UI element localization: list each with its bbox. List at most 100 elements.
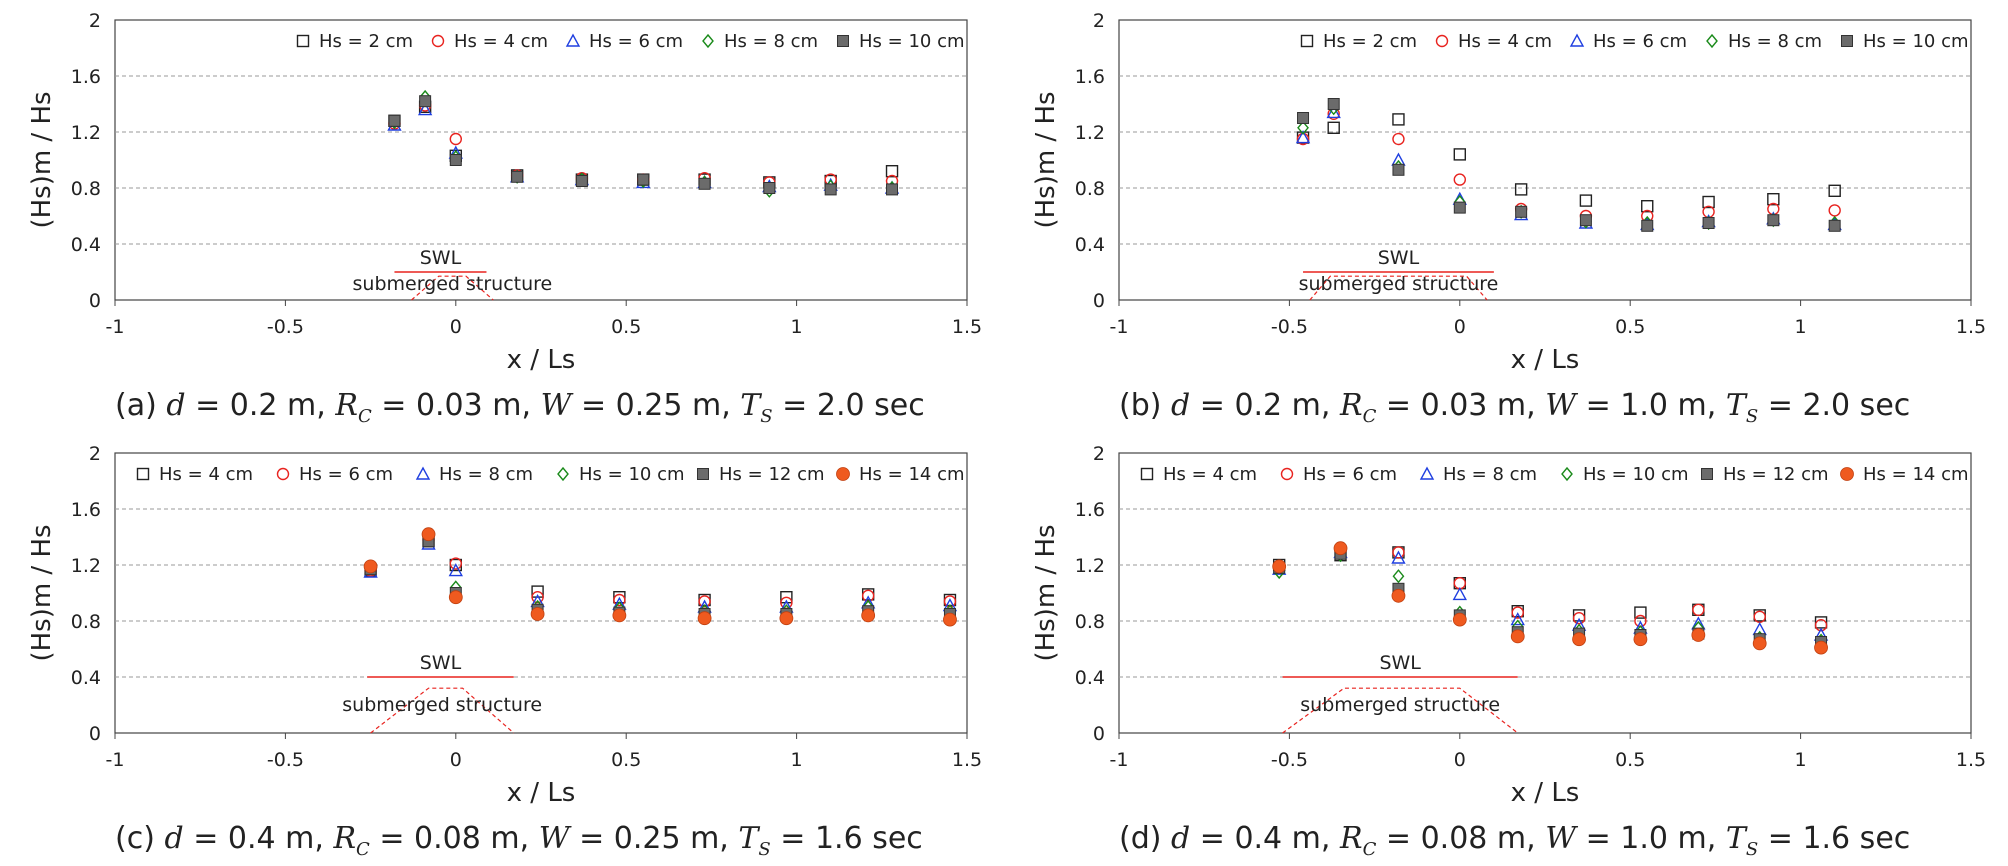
legend-item: Hs = 6 cm <box>1569 31 1687 52</box>
data-point <box>448 590 463 605</box>
chart-svg-d: 0 0.4 0.8 1.2 1.6 2 -1 -0.5 0 0.5 1 1.5 x / Ls (Hs)m … <box>1031 443 1986 808</box>
legend-marker <box>1841 35 1853 47</box>
legend-marker <box>136 467 150 481</box>
x-axis-label: x / Ls <box>1511 345 1580 375</box>
data-point <box>363 559 378 574</box>
chart-panel-d: 0 0.4 0.8 1.2 1.6 2 -1 -0.5 0 0.5 1 1.5 x / Ls (Hs)m … <box>1004 433 2008 866</box>
data-point <box>1453 173 1466 186</box>
data-point <box>1333 541 1348 556</box>
x-tick-label: 0.5 <box>611 316 641 338</box>
swl-label: SWL <box>420 652 462 674</box>
legend-label: Hs = 6 cm <box>1593 31 1687 52</box>
data-point <box>1272 559 1287 574</box>
caption-prefix: (c) <box>115 821 155 856</box>
legend-item: Hs = 8 cm <box>1706 31 1822 52</box>
caption-c: (c) d = 0.4 m, RC = 0.08 m, W = 0.25 m, … <box>115 821 923 860</box>
y-axis-label: (Hs)m / Hs <box>27 91 57 228</box>
caption-rc-value: 0.03 m, <box>415 388 532 423</box>
legend-label: Hs = 8 cm <box>1443 464 1537 485</box>
legend-item: Hs = 12 cm <box>1701 464 1829 485</box>
data-point <box>1641 219 1654 232</box>
legend-marker <box>1840 467 1854 481</box>
legend-label: Hs = 4 cm <box>454 31 548 52</box>
x-tick-label: -0.5 <box>267 749 304 771</box>
data-point <box>1641 199 1654 213</box>
caption-d-value: 0.4 m, <box>227 821 324 856</box>
legend-label: Hs = 10 cm <box>579 464 685 485</box>
swl-label: SWL <box>420 247 462 269</box>
legend-label: Hs = 8 cm <box>439 464 533 485</box>
data-point <box>1814 618 1828 632</box>
caption-w-value: 0.25 m, <box>615 388 731 423</box>
data-point <box>448 563 463 577</box>
x-tick-label: 1.5 <box>1956 749 1986 771</box>
structure-outline <box>1309 275 1488 301</box>
data-point <box>1510 612 1525 626</box>
x-tick-label: -0.5 <box>267 316 304 338</box>
legend-label: Hs = 2 cm <box>1323 31 1417 52</box>
data-point <box>1633 632 1648 647</box>
data-point <box>1572 611 1586 625</box>
legend-marker <box>1140 467 1154 481</box>
legend-item: Hs = 6 cm <box>1280 464 1397 485</box>
x-tick-label: 1 <box>1795 749 1807 771</box>
legend-item: Hs = 4 cm <box>136 464 253 485</box>
data-point <box>1572 632 1586 647</box>
x-tick-label: -0.5 <box>1271 316 1308 338</box>
legend-item: Hs = 6 cm <box>276 464 393 485</box>
data-point <box>1453 201 1466 214</box>
y-tick-label: 1.6 <box>1075 499 1105 521</box>
y-tick-label: 2 <box>89 443 101 465</box>
x-tick-label: -1 <box>1110 749 1129 771</box>
y-tick-label: 1.2 <box>71 555 101 577</box>
series-4 <box>1297 98 1841 232</box>
legend-item: Hs = 14 cm <box>836 464 965 485</box>
series-0 <box>1296 113 1841 213</box>
data-point <box>417 102 433 116</box>
x-tick-label: 1.5 <box>952 749 982 771</box>
x-tick-label: -1 <box>1110 316 1129 338</box>
data-point <box>1452 586 1467 601</box>
data-point <box>531 585 544 598</box>
data-point <box>780 590 793 604</box>
series-4 <box>388 95 899 196</box>
series-5 <box>1272 541 1828 655</box>
data-point <box>697 611 712 626</box>
caption-d-value: 0.2 m, <box>1234 388 1331 423</box>
swl-label: SWL <box>1378 247 1420 269</box>
legend-label: Hs = 8 cm <box>1728 31 1822 52</box>
x-tick-label: -0.5 <box>1271 749 1308 771</box>
data-point <box>612 608 627 623</box>
data-point <box>419 95 432 108</box>
y-tick-label: 0.4 <box>1075 667 1105 689</box>
legend-item: Hs = 10 cm <box>557 464 685 485</box>
x-tick-label: 0.5 <box>1615 749 1645 771</box>
y-tick-label: 0 <box>89 290 101 312</box>
data-point <box>449 132 462 146</box>
data-point <box>1510 629 1525 644</box>
data-point <box>421 527 436 542</box>
legend-label: Hs = 12 cm <box>1723 464 1829 485</box>
caption-rc-value: 0.03 m, <box>1420 388 1536 423</box>
caption-w-value: 1.0 m, <box>1620 388 1717 423</box>
y-tick-label: 0.8 <box>1075 611 1105 633</box>
plot-area <box>1118 19 1972 301</box>
legend-item: Hs = 4 cm <box>1140 464 1257 485</box>
y-tick-label: 0 <box>1093 723 1105 745</box>
caption-ts-value: 2.0 sec <box>816 388 925 423</box>
caption-d: (d) d = 0.4 m, RC = 0.08 m, W = 1.0 m, T… <box>1119 821 1911 860</box>
x-tick-label: 1 <box>1795 316 1807 338</box>
structure-label: submerged structure <box>1300 694 1500 716</box>
chart-panel-a: 0 0.4 0.8 1.2 1.6 2 -1 -0.5 0 0.5 1 1.5 x / Ls (Hs)m … <box>0 0 1004 433</box>
legend-marker <box>1280 467 1294 481</box>
legend-marker <box>702 33 714 49</box>
data-point <box>1634 606 1647 619</box>
data-point <box>531 590 544 604</box>
data-point <box>886 183 899 196</box>
legend-label: Hs = 4 cm <box>1458 31 1552 52</box>
y-tick-label: 1.6 <box>71 66 101 88</box>
legend-marker <box>837 35 849 47</box>
y-tick-label: 0.4 <box>71 667 101 689</box>
chart-svg-c: 0 0.4 0.8 1.2 1.6 2 -1 -0.5 0 0.5 1 1.5 x / Ls (Hs)m … <box>27 443 982 808</box>
data-point <box>1297 112 1310 124</box>
